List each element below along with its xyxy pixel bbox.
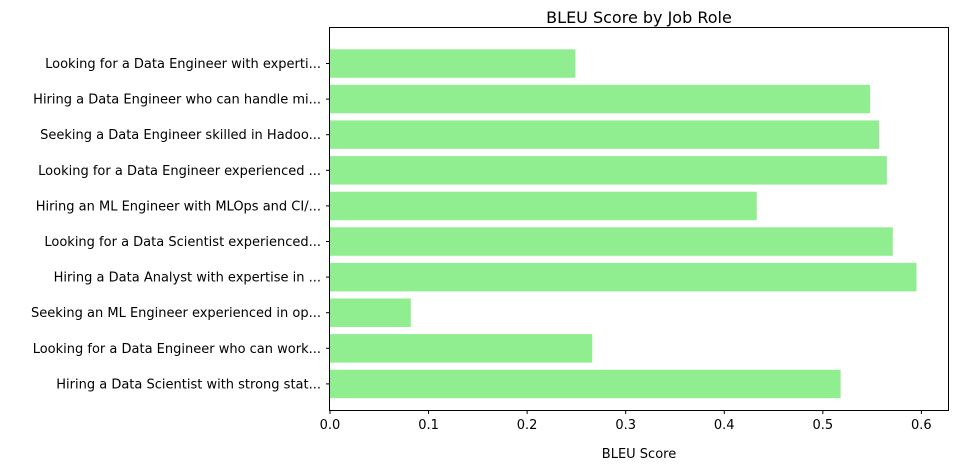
category-label-5: Looking for a Data Scientist experienced… xyxy=(44,235,321,250)
bar-4 xyxy=(330,191,757,221)
bar-8 xyxy=(330,334,593,363)
bars-group xyxy=(330,49,917,399)
category-label-3: Looking for a Data Engineer experienced … xyxy=(38,164,321,179)
category-label-2: Seeking a Data Engineer skilled in Hadoo… xyxy=(40,128,321,143)
x-tick-label-6: 0.6 xyxy=(911,418,932,433)
category-label-0: Looking for a Data Engineer with experti… xyxy=(45,57,321,72)
chart-title: BLEU Score by Job Role xyxy=(546,8,732,27)
category-labels-group: Looking for a Data Engineer with experti… xyxy=(31,57,330,392)
x-tick-label-4: 0.4 xyxy=(714,418,735,433)
bar-0 xyxy=(330,49,576,78)
category-label-1: Hiring a Data Engineer who can handle mi… xyxy=(33,93,321,108)
plot-frame xyxy=(329,27,949,411)
x-axis-label: BLEU Score xyxy=(602,447,676,462)
bar-3 xyxy=(330,156,887,185)
category-label-9: Hiring a Data Scientist with strong stat… xyxy=(56,377,321,392)
x-tick-label-3: 0.3 xyxy=(615,418,636,433)
bar-7 xyxy=(330,298,411,327)
bar-6 xyxy=(330,262,917,292)
x-tick-label-2: 0.2 xyxy=(517,418,538,433)
x-tick-label-5: 0.5 xyxy=(812,418,833,433)
category-label-7: Seeking an ML Engineer experienced in op… xyxy=(31,306,321,321)
x-tick-label-1: 0.1 xyxy=(418,418,439,433)
bar-9 xyxy=(330,369,841,399)
x-ticks-group: 0.0 0.1 0.2 0.3 0.4 0.5 0.6 xyxy=(320,410,932,433)
bar-5 xyxy=(330,227,893,256)
category-label-8: Looking for a Data Engineer who can work… xyxy=(33,342,321,357)
bar-1 xyxy=(330,84,871,114)
category-label-6: Hiring a Data Analyst with expertise in … xyxy=(54,271,321,286)
x-tick-label-0: 0.0 xyxy=(320,418,341,433)
category-label-4: Hiring an ML Engineer with MLOps and CI/… xyxy=(36,199,321,214)
bar-2 xyxy=(330,120,879,149)
